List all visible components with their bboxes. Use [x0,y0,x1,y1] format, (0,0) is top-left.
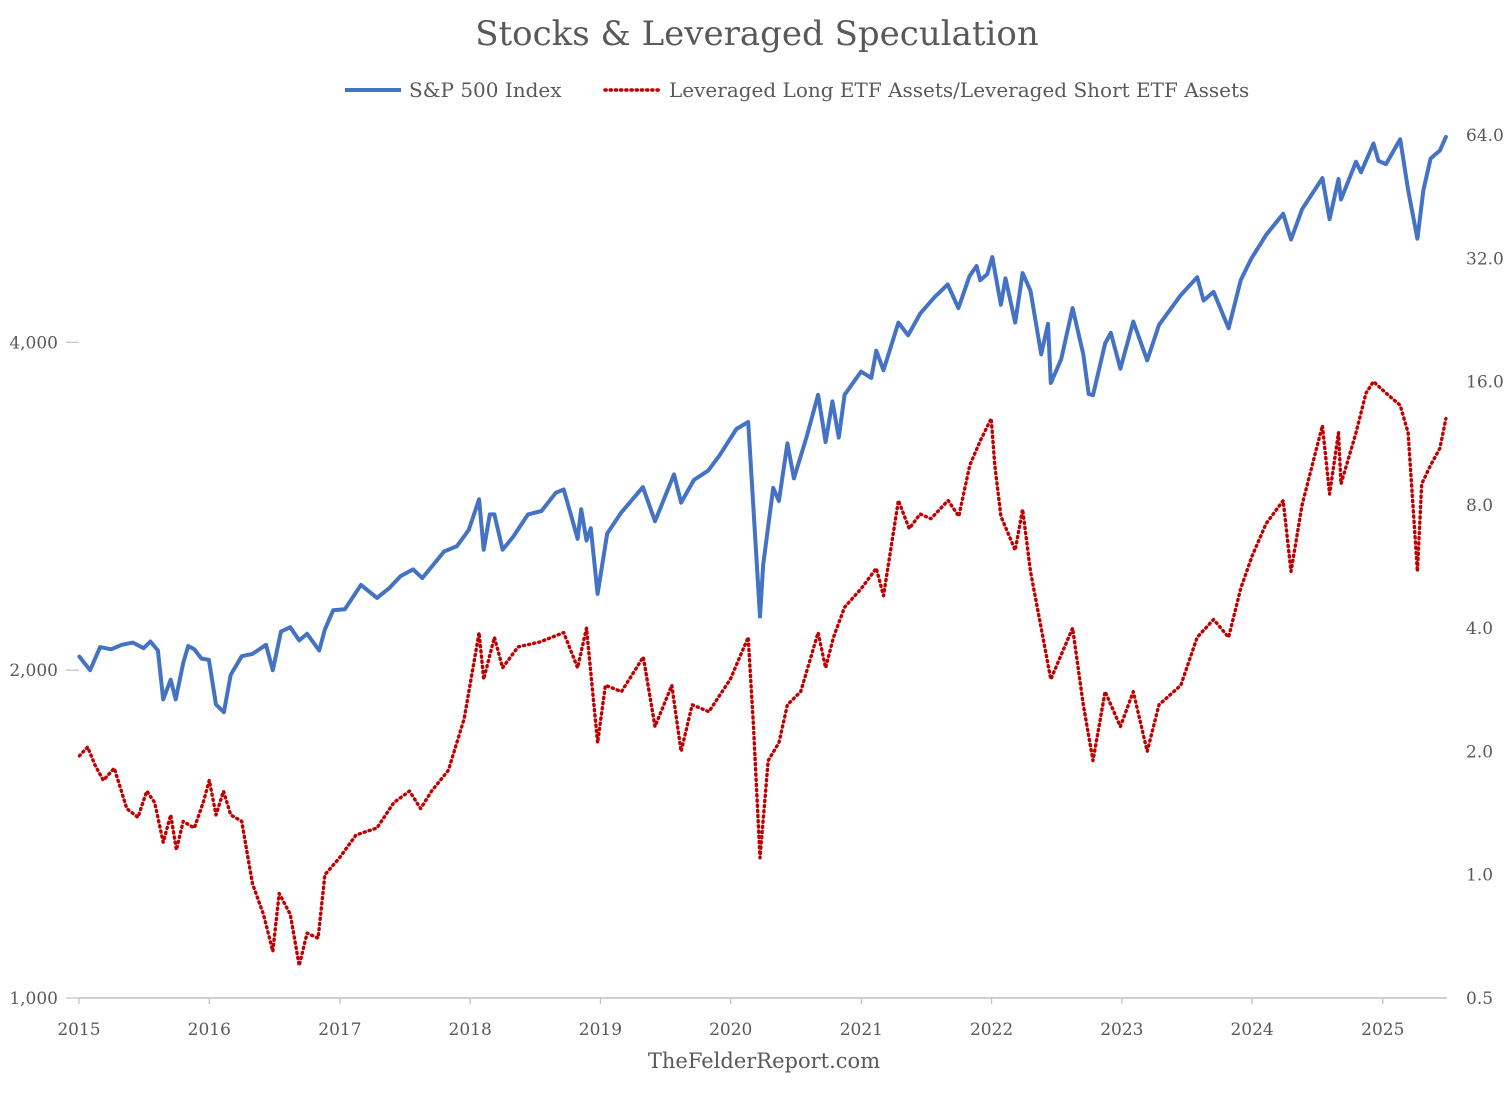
leveraged-ratio-line [77,379,1448,968]
y-right-tick-label: 32.0 [1466,249,1504,269]
x-tick-label: 2021 [840,1020,883,1040]
y-right-tick-label: 16.0 [1466,373,1504,393]
y-right-tick-label: 8.0 [1466,496,1493,516]
x-tick-label: 2018 [449,1020,492,1040]
y-left-tick-label: 4,000 [9,333,58,353]
y-right-tick-label: 0.5 [1466,989,1493,1009]
y-left-tick-label: 2,000 [9,661,58,681]
y-right-tick-label: 64.0 [1466,126,1504,146]
x-tick-label: 2019 [579,1020,622,1040]
plot-area: 2015 2016 2017 2018 2019 2020 2021 2022 2023 2024… [9,126,1504,1040]
chart-title: Stocks & Leveraged Speculation [475,14,1039,54]
legend: S&P 500 Index Leveraged Long ETF Assets/… [345,78,1249,102]
legend-label-leveraged-ratio: Leveraged Long ETF Assets/Leveraged Shor… [669,78,1249,102]
y-right-tick-label: 4.0 [1466,619,1493,639]
y-left-tick-label: 1,000 [9,989,58,1009]
x-tick-label: 2015 [57,1020,100,1040]
y-right-tick-label: 2.0 [1466,742,1493,762]
x-tick-label: 2022 [970,1020,1013,1040]
x-tick-label: 2020 [709,1020,752,1040]
x-tick-label: 2024 [1230,1020,1273,1040]
x-tick-label: 2025 [1361,1020,1404,1040]
x-tick-label: 2016 [188,1020,231,1040]
sp500-line [77,134,1448,715]
source-credit: TheFelderReport.com [648,1049,880,1073]
legend-label-sp500: S&P 500 Index [409,78,562,102]
x-tick-label: 2023 [1100,1020,1143,1040]
x-tick-label: 2017 [318,1020,361,1040]
y-right-tick-label: 1.0 [1466,866,1493,886]
